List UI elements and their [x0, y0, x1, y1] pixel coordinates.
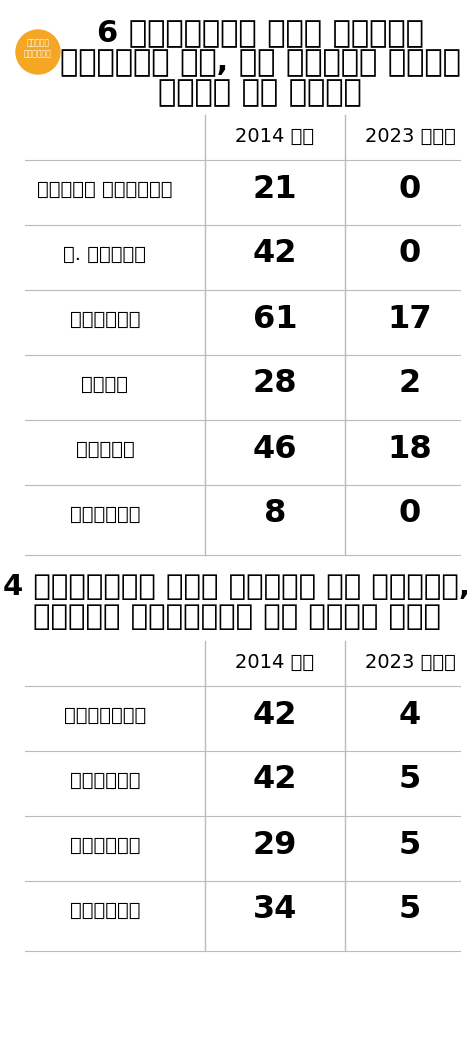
Text: गुजरात: गुजरात [70, 310, 140, 329]
Text: मजबूत विपक्षी भी नहीं रहे: मजबूत विपक्षी भी नहीं रहे [33, 603, 441, 631]
Text: 42: 42 [253, 700, 297, 730]
Text: मणिपुर: मणिपुर [70, 771, 140, 790]
Text: दिल्ली: दिल्ली [70, 505, 140, 524]
Text: मेघालय: मेघालय [70, 835, 140, 854]
Text: पंजाब: पंजाब [76, 439, 134, 459]
Text: 29: 29 [253, 829, 297, 860]
Text: 4 राज्यों में सरकार भी गंवाई,: 4 राज्यों में सरकार भी गंवाई, [3, 573, 471, 601]
Text: दैनिक
भास्कर: दैनिक भास्कर [24, 38, 52, 58]
Text: 2014 तक: 2014 तक [236, 127, 315, 146]
Text: 0: 0 [399, 499, 421, 530]
Text: 5: 5 [399, 895, 421, 925]
Text: आंध्र प्रदेश: आंध्र प्रदेश [37, 179, 173, 198]
Text: लायक भी नहीं: लायक भी नहीं [158, 78, 362, 107]
Text: प. बंगाल: प. बंगाल [64, 244, 146, 264]
Text: 34: 34 [253, 895, 297, 925]
Text: 8: 8 [264, 499, 286, 530]
Circle shape [16, 30, 60, 74]
Text: अरुणाचल: अरुणाचल [64, 705, 146, 725]
Text: 61: 61 [253, 304, 297, 335]
Text: 5: 5 [399, 829, 421, 860]
Text: 21: 21 [253, 173, 297, 204]
Text: यूपी: यूपी [82, 374, 128, 393]
Text: 2014 तक: 2014 तक [236, 653, 315, 672]
Text: 17: 17 [388, 304, 432, 335]
Text: 6 राज्यों में मजबूत: 6 राज्यों में मजबूत [97, 18, 423, 47]
Text: 5: 5 [399, 765, 421, 796]
Text: 28: 28 [253, 368, 297, 399]
Text: 2023 में: 2023 में [365, 653, 456, 672]
Text: 4: 4 [399, 700, 421, 730]
Text: 2023 में: 2023 में [365, 127, 456, 146]
Text: मिजोरम: मिजोरम [70, 900, 140, 920]
Text: 46: 46 [253, 434, 297, 464]
Text: 42: 42 [253, 765, 297, 796]
Text: 42: 42 [253, 239, 297, 269]
Text: 18: 18 [388, 434, 432, 464]
Text: 0: 0 [399, 173, 421, 204]
Text: 2: 2 [399, 368, 421, 399]
Text: विपक्ष थे, आज विरोध करने: विपक्ष थे, आज विरोध करने [60, 48, 460, 77]
Text: 0: 0 [399, 239, 421, 269]
